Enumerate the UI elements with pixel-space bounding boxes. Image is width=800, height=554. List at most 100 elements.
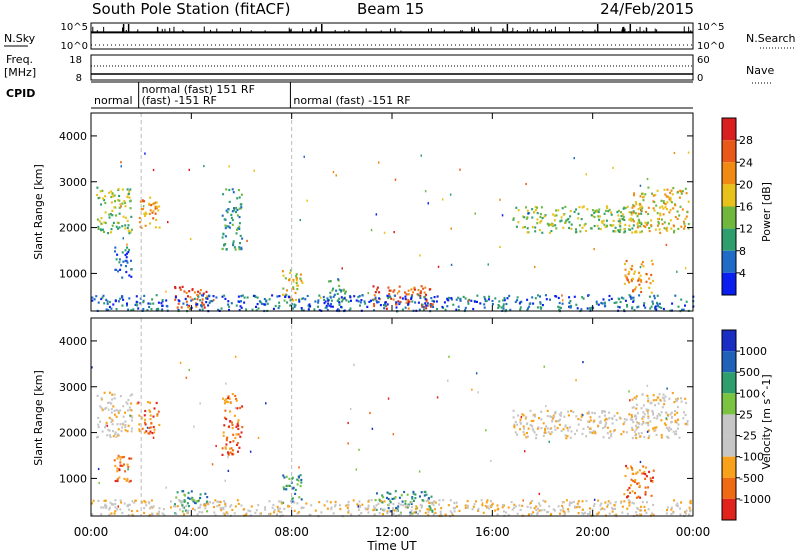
heatmap-cell — [127, 308, 130, 311]
heatmap-cell — [433, 300, 435, 303]
heatmap-cell — [430, 495, 433, 498]
heatmap-cell — [119, 409, 122, 412]
heatmap-cell — [598, 421, 601, 424]
heatmap-cell — [141, 207, 144, 211]
heatmap-cell — [622, 207, 625, 210]
heatmap-cell — [201, 298, 204, 301]
heatmap-cell — [202, 292, 205, 295]
heatmap-cell — [554, 410, 557, 414]
heatmap-cell — [412, 492, 415, 495]
heatmap-cell — [110, 228, 113, 231]
heatmap-cell — [591, 431, 594, 435]
heatmap-cell — [663, 227, 666, 230]
heatmap-cell — [459, 298, 462, 301]
heatmap-cell — [263, 298, 266, 301]
heatmap-cell — [539, 213, 542, 216]
heatmap-cell — [646, 384, 649, 387]
heatmap-cell — [485, 429, 487, 432]
heatmap-cell — [206, 295, 209, 298]
heatmap-cell — [538, 492, 541, 495]
heatmap-cell — [654, 306, 657, 309]
heatmap-cell — [121, 276, 124, 279]
heatmap-cell — [421, 305, 424, 308]
heatmap-cell — [652, 279, 654, 282]
heatmap-cell — [555, 209, 558, 212]
heatmap-cell — [600, 301, 603, 305]
heatmap-cell — [300, 507, 303, 510]
heatmap-cell — [551, 222, 554, 225]
heatmap-cell — [551, 224, 554, 227]
heatmap-cell — [674, 215, 677, 219]
heatmap-cell — [116, 478, 119, 481]
heatmap-cell — [654, 307, 656, 310]
heatmap-cell — [632, 220, 635, 223]
heatmap-cell — [510, 501, 513, 504]
heatmap-cell — [112, 221, 115, 224]
heatmap-cell — [550, 431, 553, 434]
heatmap-cell — [436, 396, 439, 399]
heatmap-cell — [108, 191, 111, 194]
heatmap-cell — [198, 292, 201, 295]
heatmap-cell — [127, 503, 130, 506]
heatmap-cell — [240, 248, 243, 251]
heatmap-cell — [123, 502, 126, 505]
heatmap-cell — [633, 192, 636, 195]
heatmap-cell — [299, 474, 302, 477]
heatmap-cell — [599, 228, 602, 231]
heatmap-cell — [676, 270, 678, 273]
heatmap-cell — [233, 246, 236, 249]
heatmap-cell — [603, 212, 606, 215]
heatmap-cell — [450, 297, 453, 300]
heatmap-cell — [228, 308, 230, 312]
heatmap-cell — [618, 306, 621, 309]
heatmap-cell — [644, 473, 647, 476]
heatmap-cell — [127, 192, 130, 195]
heatmap-cell — [631, 218, 634, 221]
heatmap-cell — [647, 186, 650, 189]
power-colorbar-label: Power [dB] — [760, 182, 773, 242]
heatmap-cell — [228, 226, 231, 229]
heatmap-cell — [680, 190, 683, 193]
heatmap-cell — [155, 206, 158, 210]
heatmap-cell — [130, 402, 133, 405]
heatmap-cell — [485, 501, 488, 504]
heatmap-cell — [151, 432, 154, 435]
heatmap-cell — [296, 502, 299, 505]
heatmap-cell — [109, 434, 111, 437]
heatmap-cell — [424, 286, 427, 289]
heatmap-cell — [106, 424, 109, 427]
heatmap-cell — [648, 295, 651, 298]
heatmap-cell — [585, 173, 587, 176]
heatmap-cell — [562, 428, 565, 431]
cpid-segment-label: normal — [94, 94, 133, 107]
heatmap-cell — [629, 399, 631, 402]
heatmap-cell — [385, 307, 388, 310]
heatmap-cell — [427, 514, 430, 517]
heatmap-cell — [534, 230, 537, 233]
heatmap-cell — [334, 503, 337, 506]
heatmap-cell — [632, 289, 635, 292]
heatmap-cell — [502, 299, 505, 302]
heatmap-cell — [181, 506, 184, 509]
heatmap-cell — [396, 292, 399, 295]
heatmap-cell — [660, 434, 663, 437]
heatmap-cell — [230, 504, 233, 507]
heatmap-cell — [112, 435, 115, 438]
heatmap-cell — [128, 274, 131, 277]
heatmap-cell — [400, 503, 403, 506]
heatmap-cell — [139, 225, 142, 229]
heatmap-cell — [110, 402, 113, 405]
heatmap-cell — [666, 226, 668, 229]
heatmap-cell — [329, 501, 332, 504]
heatmap-cell — [157, 301, 160, 304]
heatmap-cell — [225, 382, 227, 385]
heatmap-cell — [633, 396, 636, 399]
heatmap-cell — [609, 502, 612, 505]
heatmap-cell — [639, 505, 642, 508]
heatmap-cell — [101, 189, 104, 192]
heatmap-cell — [97, 467, 100, 471]
heatmap-cell — [640, 509, 643, 512]
heatmap-cell — [632, 479, 635, 483]
heatmap-cell — [276, 505, 279, 508]
heatmap-cell — [110, 201, 113, 204]
